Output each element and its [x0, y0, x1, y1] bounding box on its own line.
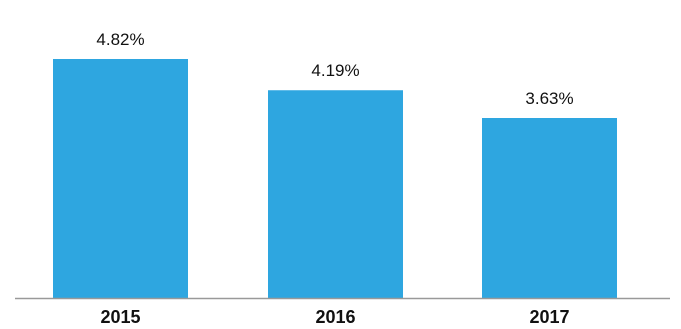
- bar-2017: [482, 118, 617, 298]
- x-tick-2016: 2016: [315, 307, 355, 327]
- value-labels: 4.82% 4.19% 3.63%: [96, 30, 573, 108]
- value-label-2016: 4.19%: [311, 61, 359, 80]
- bars: [53, 59, 617, 298]
- value-label-2015: 4.82%: [96, 30, 144, 49]
- x-tick-2017: 2017: [529, 307, 569, 327]
- x-tick-labels: 2015 2016 2017: [100, 307, 569, 327]
- bar-2016: [268, 90, 403, 298]
- x-tick-2015: 2015: [100, 307, 140, 327]
- bar-2015: [53, 59, 188, 298]
- value-label-2017: 3.63%: [525, 89, 573, 108]
